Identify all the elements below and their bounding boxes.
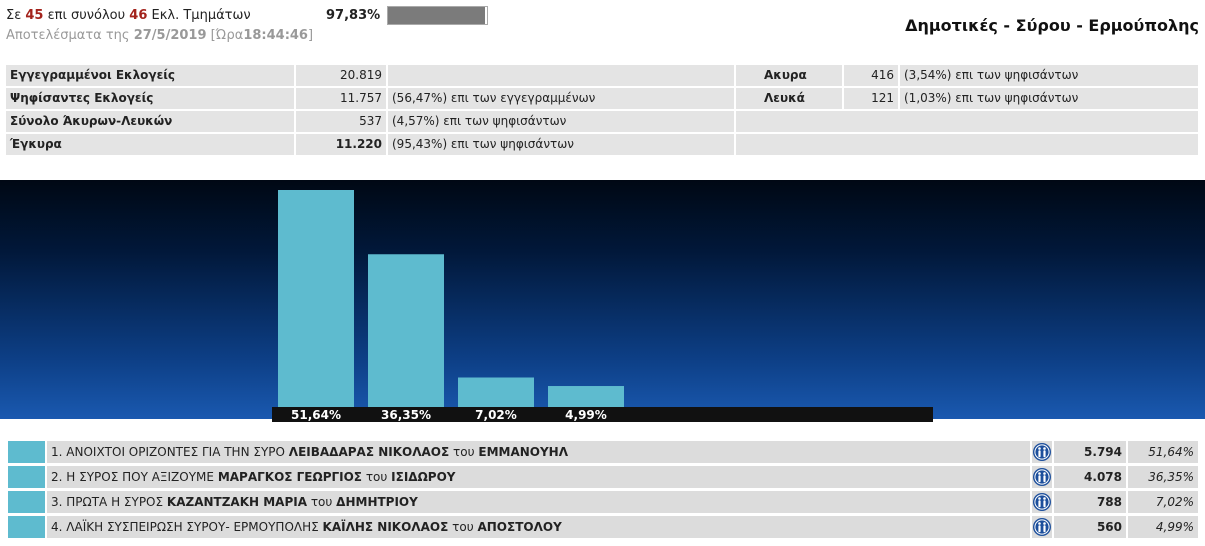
people-icon (1033, 468, 1051, 486)
invalid-blank-value: 537 (296, 111, 386, 132)
candidate-percent: 4,99% (1128, 516, 1198, 538)
candidate-votes: 4.078 (1054, 466, 1126, 488)
voted-label: Ψηφίσαντες Εκλογείς (6, 88, 294, 109)
results-bar-chart: 51,64% 36,35% 7,02% 4,99% (272, 190, 933, 422)
results-date: 27/5/2019 (133, 28, 207, 43)
invalid-note: (3,54%) επι των ψηφισάντων (900, 65, 1198, 86)
candidate-leader: ΚΑΖΑΝΤΖΑΚΗ ΜΑΡΙΑ (166, 495, 307, 509)
registered-note (388, 65, 734, 86)
invalid-label: Ακυρα (736, 65, 842, 86)
results-timestamp: Αποτελέσματα της 27/5/2019 [Ώρα18:44:46] (6, 28, 313, 43)
candidate-leader: ΛΕΙΒΑΔΑΡΑΣ ΝΙΚΟΛΑΟΣ (288, 445, 450, 459)
valid-note: (95,43%) επι των ψηφισάντων (388, 134, 734, 155)
candidate-rank: 4. (51, 520, 63, 534)
candidate-votes: 560 (1054, 516, 1126, 538)
candidate-icon-cell[interactable] (1032, 466, 1052, 488)
candidate-party: ΠΡΩΤΑ Η ΣΥΡΟΣ (66, 495, 164, 509)
candidate-of: του (310, 495, 333, 509)
candidate-row[interactable]: 1. ΑΝΟΙΧΤΟΙ ΟΡΙΖΟΝΤΕΣ ΓΙΑ ΤΗΝ ΣΥΡΟ ΛΕΙΒΑ… (8, 441, 1198, 463)
empty-cell (736, 111, 1198, 132)
results-prefix: Αποτελέσματα της (6, 28, 130, 43)
candidate-party: Η ΣΥΡΟΣ ΠΟΥ ΑΞΙΖΟΥΜΕ (66, 470, 214, 484)
prefix-text: Σε (6, 8, 22, 23)
candidate-of: του (452, 520, 474, 534)
candidate-party: ΛΑΪΚΗ ΣΥΣΠΕΙΡΩΣΗ ΣΥΡΟΥ- ΕΡΜΟΥΠΟΛΗΣ (66, 520, 319, 534)
chart-bar-label-2: 36,35% (381, 408, 431, 422)
blank-label: Λευκά (736, 88, 842, 109)
valid-label: Έγκυρα (6, 134, 294, 155)
chart-bar-4 (548, 386, 624, 407)
candidate-father: ΔΗΜΗΤΡΙΟΥ (336, 495, 418, 509)
invalid-value: 416 (844, 65, 898, 86)
registered-value: 20.819 (296, 65, 386, 86)
results-time: 18:44:46 (243, 28, 308, 43)
registered-label: Εγγεγραμμένοι Εκλογείς (6, 65, 294, 86)
candidate-percent: 36,35% (1128, 466, 1198, 488)
candidate-party: ΑΝΟΙΧΤΟΙ ΟΡΙΖΟΝΤΕΣ ΓΙΑ ΤΗΝ ΣΥΡΟ (66, 445, 285, 459)
candidate-of: του (453, 445, 475, 459)
chart-bar-2 (368, 254, 444, 407)
blank-note: (1,03%) επι των ψηφισάντων (900, 88, 1198, 109)
candidate-leader: ΜΑΡΑΓΚΟΣ ΓΕΩΡΓΙΟΣ (217, 470, 362, 484)
candidate-rank: 3. (51, 495, 63, 509)
candidate-row[interactable]: 3. ΠΡΩΤΑ Η ΣΥΡΟΣ ΚΑΖΑΝΤΖΑΚΗ ΜΑΡΙΑ του ΔΗ… (8, 491, 1198, 513)
candidate-color-swatch (8, 516, 45, 538)
voted-note: (56,47%) επι των εγγεγραμμένων (388, 88, 734, 109)
suffix-text: Εκλ. Τμημάτων (151, 8, 251, 23)
chart-label-strip (272, 407, 933, 422)
counted-sections: 45 (25, 8, 44, 23)
candidate-name[interactable]: 3. ΠΡΩΤΑ Η ΣΥΡΟΣ ΚΑΖΑΝΤΖΑΚΗ ΜΑΡΙΑ του ΔΗ… (47, 491, 1030, 513)
candidate-percent: 51,64% (1128, 441, 1198, 463)
empty-cell (736, 134, 1198, 155)
people-icon (1033, 493, 1051, 511)
candidate-color-swatch (8, 441, 45, 463)
candidate-color-swatch (8, 491, 45, 513)
people-icon (1033, 518, 1051, 536)
candidate-name[interactable]: 2. Η ΣΥΡΟΣ ΠΟΥ ΑΞΙΖΟΥΜΕ ΜΑΡΑΓΚΟΣ ΓΕΩΡΓΙΟ… (47, 466, 1030, 488)
middle-text: επι συνόλου (47, 8, 126, 23)
chart-bar-label-4: 4,99% (565, 408, 607, 422)
candidate-icon-cell[interactable] (1032, 491, 1052, 513)
valid-value: 11.220 (296, 134, 386, 155)
progress-fill (388, 7, 485, 24)
chart-bar-3 (458, 377, 534, 407)
candidate-row[interactable]: 4. ΛΑΪΚΗ ΣΥΣΠΕΙΡΩΣΗ ΣΥΡΟΥ- ΕΡΜΟΥΠΟΛΗΣ ΚΑ… (8, 516, 1198, 538)
candidate-percent: 7,02% (1128, 491, 1198, 513)
candidate-father: ΕΜΜΑΝΟΥΗΛ (478, 445, 569, 459)
time-prefix: [Ώρα (210, 28, 244, 43)
candidate-father: ΑΠΟΣΤΟΛΟΥ (477, 520, 562, 534)
invalid-blank-label: Σύνολο Άκυρων-Λευκών (6, 111, 294, 132)
chart-background (0, 180, 1205, 419)
voted-value: 11.757 (296, 88, 386, 109)
candidate-icon-cell[interactable] (1032, 441, 1052, 463)
chart-bar-label-3: 7,02% (475, 408, 517, 422)
candidate-votes: 788 (1054, 491, 1126, 513)
chart-bar-label-1: 51,64% (291, 408, 341, 422)
candidate-row[interactable]: 2. Η ΣΥΡΟΣ ΠΟΥ ΑΞΙΖΟΥΜΕ ΜΑΡΑΓΚΟΣ ΓΕΩΡΓΙΟ… (8, 466, 1198, 488)
candidate-rank: 1. (51, 445, 63, 459)
candidate-father: ΙΣΙΔΩΡΟΥ (391, 470, 456, 484)
time-suffix: ] (307, 28, 314, 43)
candidate-leader: ΚΑΪΛΗΣ ΝΙΚΟΛΑΟΣ (322, 520, 449, 534)
candidate-rank: 2. (51, 470, 63, 484)
total-sections: 46 (129, 8, 148, 23)
candidate-of: του (365, 470, 388, 484)
sections-counted-text: Σε 45 επι συνόλου 46 Εκλ. Τμημάτων (6, 8, 251, 23)
candidate-name[interactable]: 4. ΛΑΪΚΗ ΣΥΣΠΕΙΡΩΣΗ ΣΥΡΟΥ- ΕΡΜΟΥΠΟΛΗΣ ΚΑ… (47, 516, 1030, 538)
candidate-name[interactable]: 1. ΑΝΟΙΧΤΟΙ ΟΡΙΖΟΝΤΕΣ ΓΙΑ ΤΗΝ ΣΥΡΟ ΛΕΙΒΑ… (47, 441, 1030, 463)
candidate-icon-cell[interactable] (1032, 516, 1052, 538)
blank-value: 121 (844, 88, 898, 109)
candidate-color-swatch (8, 466, 45, 488)
people-icon (1033, 443, 1051, 461)
invalid-blank-note: (4,57%) επι των ψηφισάντων (388, 111, 734, 132)
percent-counted: 97,83% (326, 8, 381, 23)
region-title: Δημοτικές - Σύρου - Ερμούπολης (905, 16, 1199, 35)
progress-bar (387, 6, 488, 25)
chart-bar-1 (278, 190, 354, 407)
candidate-votes: 5.794 (1054, 441, 1126, 463)
